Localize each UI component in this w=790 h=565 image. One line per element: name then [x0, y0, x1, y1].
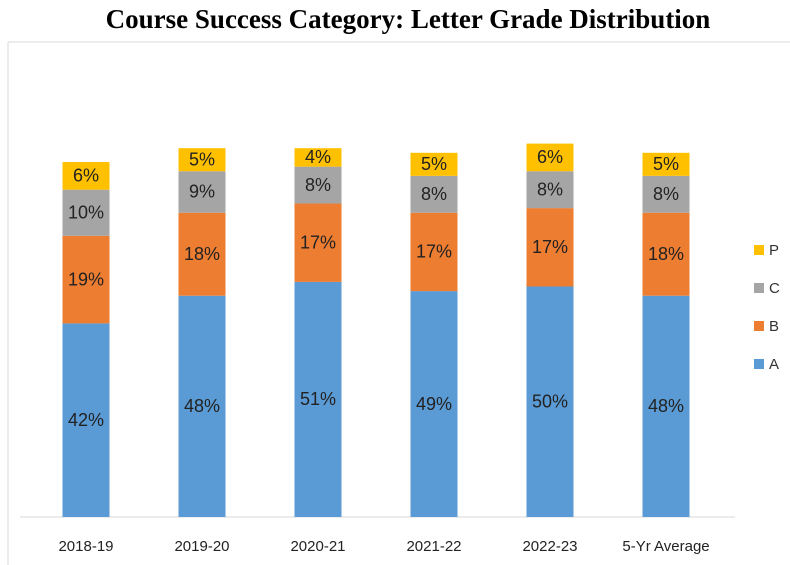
legend-label: P [769, 242, 779, 259]
bar-segment [410, 291, 458, 517]
data-label: 50% [532, 392, 568, 412]
bar-segment [294, 166, 342, 204]
x-tick-label: 5-Yr Average [622, 538, 709, 555]
x-tick-label: 2021-22 [406, 538, 461, 555]
x-tick-label: 2020-21 [290, 538, 345, 555]
legend-swatch [754, 245, 764, 255]
bar-segment [526, 143, 574, 172]
legend-swatch [754, 359, 764, 369]
bar-segment [526, 208, 574, 287]
bar-segment [62, 162, 110, 190]
x-tick-label: 2022-23 [522, 538, 577, 555]
bar-segment [410, 212, 458, 292]
data-label: 8% [653, 184, 679, 204]
data-label: 42% [68, 410, 104, 430]
legend-swatch [754, 283, 764, 293]
data-label: 6% [73, 166, 99, 186]
bar-segment [62, 235, 110, 324]
bar-segment [642, 175, 690, 213]
data-label: 49% [416, 394, 452, 414]
legend-swatch [754, 321, 764, 331]
bar-segment [642, 152, 690, 176]
bar-segment [410, 175, 458, 213]
bar-segment [62, 323, 110, 517]
legend-label: C [769, 280, 780, 297]
chart-title: Course Success Category: Letter Grade Di… [106, 4, 711, 34]
legend-label: A [769, 356, 779, 373]
data-label: 19% [68, 269, 104, 289]
bar-segment [178, 148, 226, 172]
bar-segment [62, 189, 110, 236]
data-label: 17% [416, 242, 452, 262]
bar-segment [642, 212, 690, 296]
data-label: 8% [421, 184, 447, 204]
data-label: 48% [648, 396, 684, 416]
data-label: 48% [184, 396, 220, 416]
data-label: 9% [189, 182, 215, 202]
data-label: 10% [68, 202, 104, 222]
bar-segment [526, 286, 574, 517]
bar-segment [642, 295, 690, 517]
data-label: 6% [537, 147, 563, 167]
bar-segment [410, 152, 458, 176]
bar-segment [178, 171, 226, 213]
bar-segment [294, 148, 342, 167]
data-label: 4% [305, 147, 331, 167]
data-label: 17% [300, 232, 336, 252]
data-label: 51% [300, 389, 336, 409]
bar-segment [526, 171, 574, 209]
data-label: 18% [648, 244, 684, 264]
bar-segment [294, 281, 342, 517]
bar-segment [178, 212, 226, 296]
data-label: 5% [189, 149, 215, 169]
data-label: 5% [653, 154, 679, 174]
data-label: 18% [184, 244, 220, 264]
bar-segment [294, 203, 342, 282]
data-label: 5% [421, 154, 447, 174]
data-label: 8% [537, 179, 563, 199]
bar-segment [178, 295, 226, 517]
x-tick-label: 2018-19 [58, 538, 113, 555]
legend-label: B [769, 318, 779, 335]
x-tick-label: 2019-20 [174, 538, 229, 555]
data-label: 17% [532, 237, 568, 257]
data-label: 8% [305, 175, 331, 195]
